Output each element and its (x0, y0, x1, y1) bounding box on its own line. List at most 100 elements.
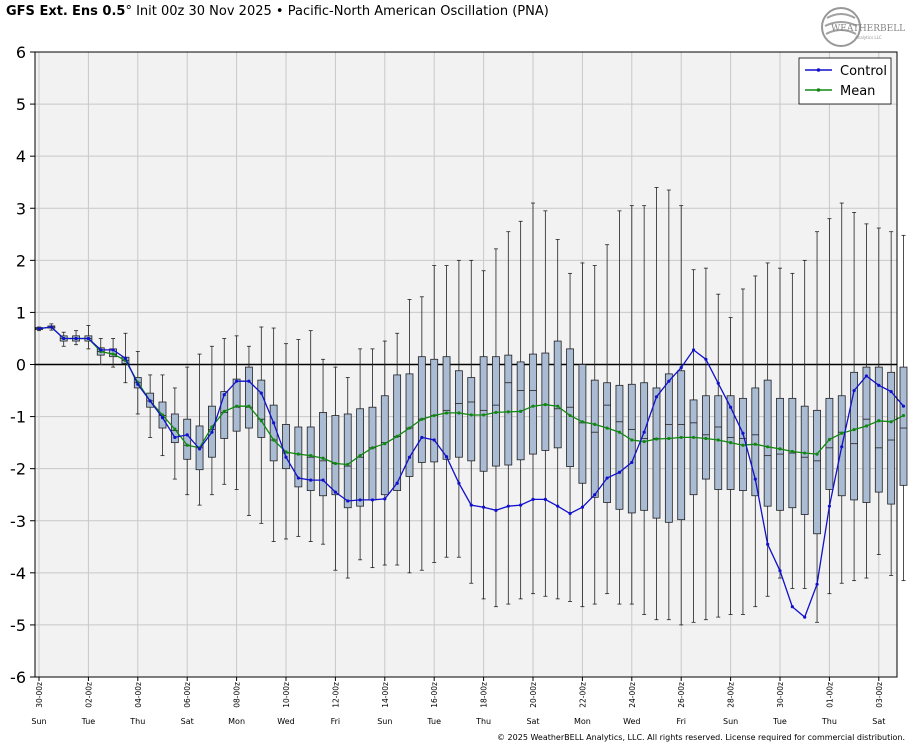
svg-text:WEATHERBELL: WEATHERBELL (831, 24, 905, 34)
ensemble-box (603, 382, 611, 503)
y-tick-label: 4 (16, 147, 26, 166)
control-point (716, 381, 720, 385)
control-point (272, 421, 276, 425)
control-point (247, 379, 251, 383)
mean-point (395, 434, 399, 438)
mean-point (556, 404, 560, 408)
ensemble-box (689, 399, 698, 496)
x-date-label: 20-00z (529, 682, 538, 708)
control-point (62, 336, 66, 341)
ensemble-box (825, 397, 834, 490)
ensemble-box (850, 371, 858, 501)
control-point (605, 476, 609, 480)
y-tick-label: -2 (10, 460, 26, 479)
x-day-label: Tue (772, 717, 787, 726)
y-tick-label: 5 (16, 95, 26, 114)
mean-point (803, 451, 807, 455)
mean-point (827, 437, 832, 442)
x-date-label: 08-00z (233, 682, 242, 708)
y-tick-label: 2 (16, 251, 26, 270)
mean-point (259, 419, 263, 423)
ensemble-box (751, 387, 760, 497)
control-point (99, 348, 103, 352)
control-point (420, 435, 424, 440)
ensemble-box (800, 405, 809, 515)
ensemble-box (566, 348, 574, 467)
mean-point (778, 447, 782, 451)
x-day-label: Sat (872, 717, 885, 726)
mean-point (407, 426, 412, 430)
mean-point (506, 410, 510, 414)
x-date-label: 22-00z (578, 682, 587, 708)
ensemble-name: Ens 0.5 (72, 4, 126, 19)
control-point (753, 477, 757, 481)
legend-marker (816, 68, 821, 72)
control-point (642, 430, 646, 434)
x-date-label: 18-00z (480, 682, 489, 708)
x-day-label: Thu (475, 717, 491, 726)
ensemble-box (257, 379, 266, 438)
x-date-label: 16-00z (430, 682, 439, 708)
x-date-label: 10-00z (282, 682, 291, 708)
control-point (827, 504, 832, 508)
mean-point (716, 438, 720, 442)
ensemble-box (417, 356, 426, 463)
control-point (173, 435, 177, 440)
mean-point (222, 409, 226, 413)
mean-point (679, 435, 683, 440)
mean-point (531, 404, 535, 408)
ensemble-box (529, 353, 537, 455)
control-point (877, 383, 881, 387)
mean-point (741, 443, 745, 447)
title-bullet: • (275, 4, 284, 19)
control-point (543, 497, 547, 501)
y-tick-label: 0 (16, 356, 26, 375)
y-tick-label: -5 (10, 616, 26, 635)
legend-marker (816, 88, 821, 92)
control-point (370, 498, 375, 502)
control-point (568, 511, 572, 516)
mean-point (321, 456, 325, 460)
ensemble-box (393, 374, 402, 491)
mean-point (185, 443, 189, 447)
control-point (358, 498, 362, 502)
ensemble-box (245, 366, 253, 429)
control-point (494, 508, 498, 512)
control-point (49, 325, 53, 329)
x-day-label: Fri (676, 717, 686, 726)
ensemble-box (183, 418, 192, 460)
x-day-label: Wed (277, 717, 294, 726)
x-day-label: Sun (31, 717, 46, 726)
control-point (383, 497, 387, 501)
y-tick-label: -6 (10, 668, 26, 687)
control-point (111, 348, 115, 352)
control-point (778, 569, 782, 573)
control-point (482, 505, 486, 509)
control-point (321, 478, 325, 482)
chart-title: GFS Ext. Ens 0.5° Init 00z 30 Nov 2025 •… (6, 4, 549, 19)
x-day-label: Sun (377, 717, 392, 726)
control-point (395, 481, 399, 485)
ensemble-box (627, 383, 636, 514)
x-date-label: 06-00z (183, 682, 192, 708)
control-point (593, 493, 597, 497)
control-point (729, 405, 733, 409)
x-date-label: 04-00z (134, 682, 143, 708)
mean-point (667, 436, 671, 441)
x-date-label: 30-00z (35, 682, 44, 708)
ensemble-box (813, 409, 821, 535)
control-point (259, 391, 263, 395)
ensemble-box (763, 379, 772, 507)
ensemble-box (899, 366, 908, 486)
ensemble-box (664, 373, 673, 523)
mean-point (901, 413, 906, 418)
x-date-label: 28-00z (727, 682, 736, 708)
control-point (852, 388, 856, 393)
control-point (284, 455, 288, 459)
control-point (889, 389, 893, 394)
copyright-footer: © 2025 WeatherBELL Analytics, LLC. All r… (497, 733, 905, 742)
mean-point (790, 449, 794, 454)
mean-point (482, 413, 486, 417)
ensemble-box (652, 387, 661, 519)
